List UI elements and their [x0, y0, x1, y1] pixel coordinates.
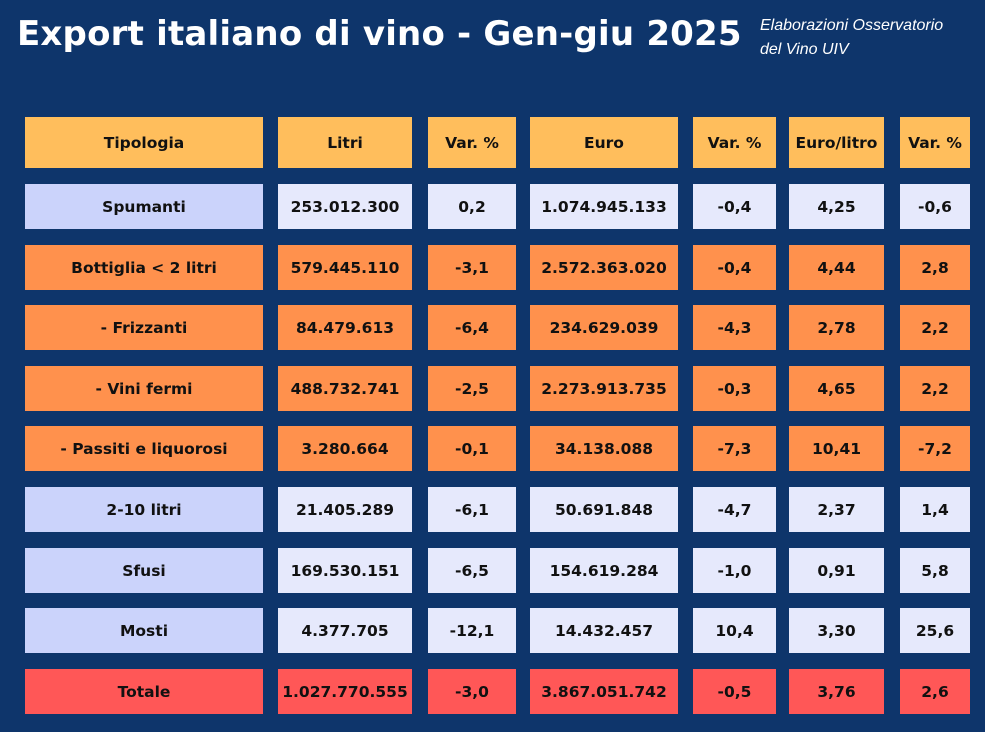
- table-cell: 579.445.110: [278, 245, 412, 290]
- row-label: 2-10 litri: [25, 487, 263, 532]
- table-cell: -3,1: [428, 245, 516, 290]
- table-cell: -12,1: [428, 608, 516, 653]
- table-cell: -4,3: [693, 305, 776, 350]
- column-header: Tipologia: [25, 117, 263, 168]
- table-cell: -6,5: [428, 548, 516, 593]
- table-cell: 2,78: [789, 305, 884, 350]
- table-cell: -6,4: [428, 305, 516, 350]
- column-header: Var. %: [428, 117, 516, 168]
- table-cell: 2,2: [900, 305, 970, 350]
- row-label: Sfusi: [25, 548, 263, 593]
- table-cell: 4,44: [789, 245, 884, 290]
- row-label: Totale: [25, 669, 263, 714]
- column-header: Euro/litro: [789, 117, 884, 168]
- table-cell: 253.012.300: [278, 184, 412, 229]
- table-cell: 2,37: [789, 487, 884, 532]
- table-cell: 2,2: [900, 366, 970, 411]
- table-cell: -0,4: [693, 184, 776, 229]
- table-cell: 10,41: [789, 426, 884, 471]
- table-cell: 2,8: [900, 245, 970, 290]
- table-cell: 3,76: [789, 669, 884, 714]
- table-cell: 234.629.039: [530, 305, 678, 350]
- table-cell: 14.432.457: [530, 608, 678, 653]
- table-cell: 488.732.741: [278, 366, 412, 411]
- table-cell: 169.530.151: [278, 548, 412, 593]
- table-cell: 5,8: [900, 548, 970, 593]
- table-cell: 1,4: [900, 487, 970, 532]
- table-cell: 10,4: [693, 608, 776, 653]
- source-line-1: Elaborazioni Osservatorio: [760, 17, 944, 34]
- table-cell: -0,6: [900, 184, 970, 229]
- table-cell: 4,65: [789, 366, 884, 411]
- column-header: Euro: [530, 117, 678, 168]
- page-title: Export italiano di vino - Gen-giu 2025: [17, 14, 742, 54]
- table-cell: 0,2: [428, 184, 516, 229]
- table-cell: -4,7: [693, 487, 776, 532]
- source-note: Elaborazioni Osservatorio del Vino UIV: [760, 14, 943, 62]
- table-cell: 3,30: [789, 608, 884, 653]
- table-cell: 3.280.664: [278, 426, 412, 471]
- table-cell: 2,6: [900, 669, 970, 714]
- table-cell: -2,5: [428, 366, 516, 411]
- table-cell: -3,0: [428, 669, 516, 714]
- table-cell: 50.691.848: [530, 487, 678, 532]
- source-line-2: del Vino UIV: [760, 41, 849, 58]
- column-header: Var. %: [900, 117, 970, 168]
- table-cell: -1,0: [693, 548, 776, 593]
- table-cell: 4.377.705: [278, 608, 412, 653]
- row-label: - Passiti e liquorosi: [25, 426, 263, 471]
- row-label: Spumanti: [25, 184, 263, 229]
- table-cell: 34.138.088: [530, 426, 678, 471]
- table-cell: 4,25: [789, 184, 884, 229]
- table-cell: 3.867.051.742: [530, 669, 678, 714]
- column-header: Litri: [278, 117, 412, 168]
- table-cell: -7,2: [900, 426, 970, 471]
- table-cell: -0,3: [693, 366, 776, 411]
- row-label: Mosti: [25, 608, 263, 653]
- table-cell: -7,3: [693, 426, 776, 471]
- table-cell: 25,6: [900, 608, 970, 653]
- table-cell: 84.479.613: [278, 305, 412, 350]
- table-cell: -0,1: [428, 426, 516, 471]
- column-header: Var. %: [693, 117, 776, 168]
- table-cell: 21.405.289: [278, 487, 412, 532]
- table-cell: 154.619.284: [530, 548, 678, 593]
- table-cell: -0,5: [693, 669, 776, 714]
- table-cell: 1.027.770.555: [278, 669, 412, 714]
- table-cell: 1.074.945.133: [530, 184, 678, 229]
- table-cell: 2.273.913.735: [530, 366, 678, 411]
- row-label: - Frizzanti: [25, 305, 263, 350]
- row-label: - Vini fermi: [25, 366, 263, 411]
- table-cell: -6,1: [428, 487, 516, 532]
- table-cell: 2.572.363.020: [530, 245, 678, 290]
- table-cell: 0,91: [789, 548, 884, 593]
- row-label: Bottiglia < 2 litri: [25, 245, 263, 290]
- table-cell: -0,4: [693, 245, 776, 290]
